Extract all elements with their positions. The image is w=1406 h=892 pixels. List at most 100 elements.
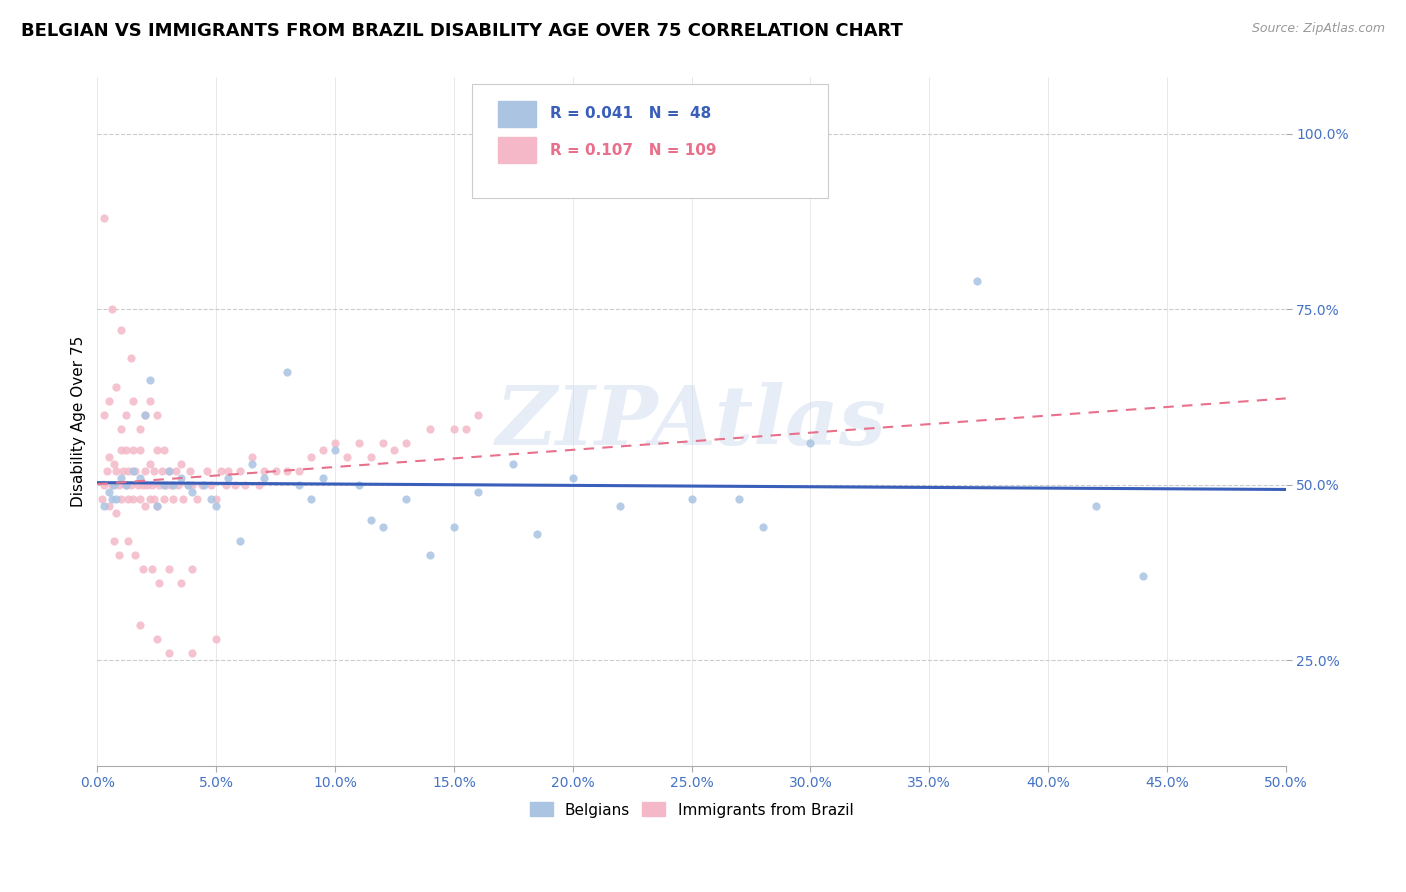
Point: [138, 491, 160, 506]
Point: [134, 499, 156, 513]
Point: [100, 302, 122, 317]
Point: [176, 478, 198, 492]
Text: R = 0.107   N = 109: R = 0.107 N = 109: [550, 143, 717, 158]
Point: [195, 464, 218, 478]
Point: [105, 506, 128, 520]
Point: [129, 422, 152, 436]
Point: [134, 408, 156, 422]
Point: [110, 491, 132, 506]
Point: [205, 632, 228, 647]
Point: [110, 422, 132, 436]
Point: [98, 393, 121, 408]
Point: [193, 478, 215, 492]
Point: [143, 464, 166, 478]
Point: [157, 464, 180, 478]
Point: [148, 478, 170, 492]
Point: [561, 471, 583, 485]
Point: [347, 478, 370, 492]
Point: [150, 464, 173, 478]
Point: [200, 478, 222, 492]
Point: [162, 491, 184, 506]
Point: [181, 484, 204, 499]
Point: [276, 366, 298, 380]
Y-axis label: Disability Age Over 75: Disability Age Over 75: [72, 336, 86, 508]
Point: [117, 464, 139, 478]
Point: [419, 422, 441, 436]
Point: [224, 478, 246, 492]
Point: [288, 464, 311, 478]
Point: [181, 647, 204, 661]
Point: [609, 499, 631, 513]
Point: [395, 491, 418, 506]
Point: [146, 442, 169, 457]
Point: [103, 457, 125, 471]
Point: [138, 457, 160, 471]
Point: [138, 393, 160, 408]
Point: [134, 464, 156, 478]
Point: [107, 548, 129, 562]
Point: [215, 478, 238, 492]
Point: [146, 632, 169, 647]
Point: [138, 372, 160, 386]
Point: [160, 478, 183, 492]
Point: [100, 491, 122, 506]
FancyBboxPatch shape: [471, 85, 828, 198]
Point: [127, 478, 149, 492]
Point: [233, 478, 256, 492]
Point: [141, 562, 163, 576]
Point: [172, 491, 194, 506]
Point: [117, 491, 139, 506]
Point: [98, 499, 121, 513]
Point: [98, 484, 121, 499]
Point: [120, 351, 142, 366]
Point: [253, 464, 276, 478]
Point: [443, 520, 465, 534]
Point: [360, 513, 382, 527]
Point: [143, 491, 166, 506]
Point: [146, 499, 169, 513]
Point: [153, 478, 176, 492]
Point: [105, 464, 128, 478]
Point: [176, 478, 198, 492]
Point: [181, 478, 204, 492]
Point: [117, 534, 139, 549]
Point: [122, 442, 145, 457]
Point: [1132, 569, 1154, 583]
Point: [129, 491, 152, 506]
Point: [129, 471, 152, 485]
Point: [240, 457, 263, 471]
Point: [122, 464, 145, 478]
Legend: Belgians, Immigrants from Brazil: Belgians, Immigrants from Brazil: [523, 797, 859, 823]
Point: [169, 471, 191, 485]
Point: [169, 576, 191, 591]
Point: [100, 478, 122, 492]
Point: [122, 491, 145, 506]
Point: [288, 478, 311, 492]
Bar: [498, 101, 536, 127]
Point: [115, 408, 138, 422]
Point: [299, 450, 322, 464]
Point: [467, 408, 489, 422]
Point: [110, 323, 132, 337]
Point: [240, 450, 263, 464]
Point: [157, 562, 180, 576]
Bar: [498, 137, 536, 163]
Text: ZIPAtlas: ZIPAtlas: [496, 382, 887, 462]
Point: [253, 471, 276, 485]
Point: [205, 491, 228, 506]
Point: [105, 491, 128, 506]
Point: [157, 647, 180, 661]
Point: [179, 464, 201, 478]
Point: [217, 464, 239, 478]
Point: [112, 464, 135, 478]
Point: [360, 450, 382, 464]
Point: [103, 478, 125, 492]
Point: [371, 435, 394, 450]
Point: [110, 471, 132, 485]
Point: [122, 393, 145, 408]
Point: [153, 491, 176, 506]
Point: [115, 442, 138, 457]
Point: [276, 464, 298, 478]
Point: [107, 478, 129, 492]
Point: [157, 464, 180, 478]
